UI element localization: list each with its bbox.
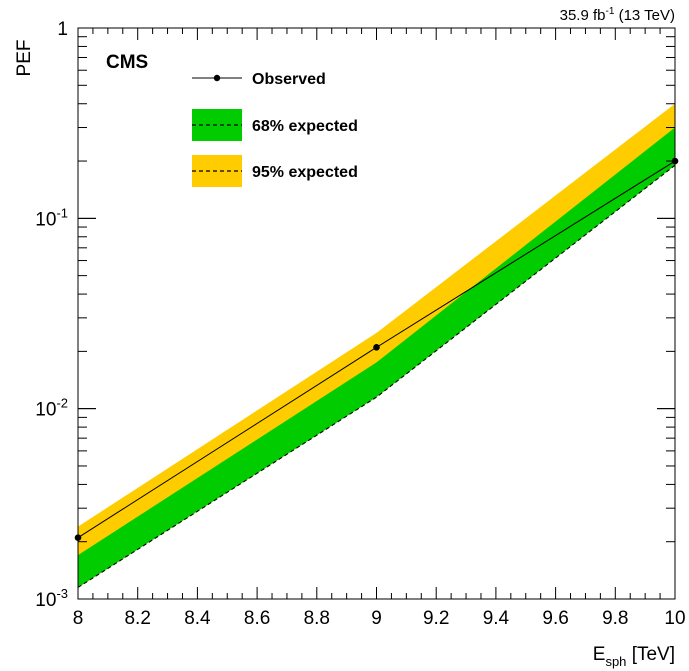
axis-ticks [77,27,676,600]
x-tick-label: 9.6 [542,608,568,629]
x-axis-label: Esph [TeV] [593,644,675,669]
legend-observed-label: Observed [252,71,326,88]
legend-95-label: 95% expected [252,164,358,181]
y-tick-label: 1 [57,19,68,40]
cms-label: CMS [106,52,148,73]
legend: Observed 68% expected 95% expected [192,71,358,187]
x-tick-label: 9 [371,608,382,629]
x-tick-label: 9.8 [602,608,628,629]
legend-68-label: 68% expected [252,118,358,135]
legend-observed-marker [213,74,221,82]
expected-median-line [77,164,676,588]
y-tick-label: 10-2 [35,396,68,421]
x-tick-label: 8 [73,608,84,629]
y-tick-label: 10-3 [35,586,68,611]
x-tick-label: 8.4 [184,608,211,629]
observed-point [373,344,380,351]
y-tick-label: 10-1 [35,205,68,230]
x-tick-label: 8.2 [124,608,150,629]
tick-labels: 8 8.2 8.4 8.6 8.8 9 9.2 9.4 9.6 9.8 10 10-3 10-2 10-1… [35,19,685,629]
x-tick-label: 8.8 [304,608,330,629]
y-axis-label: PEF [14,40,35,77]
luminosity-label: 35.9 fb-1 (13 TeV) [560,6,675,24]
x-tick-label: 9.2 [423,608,449,629]
x-tick-label: 8.6 [244,608,270,629]
x-tick-label: 9.4 [483,608,510,629]
x-tick-label: 10 [664,608,685,629]
band-68-expected [78,127,675,588]
